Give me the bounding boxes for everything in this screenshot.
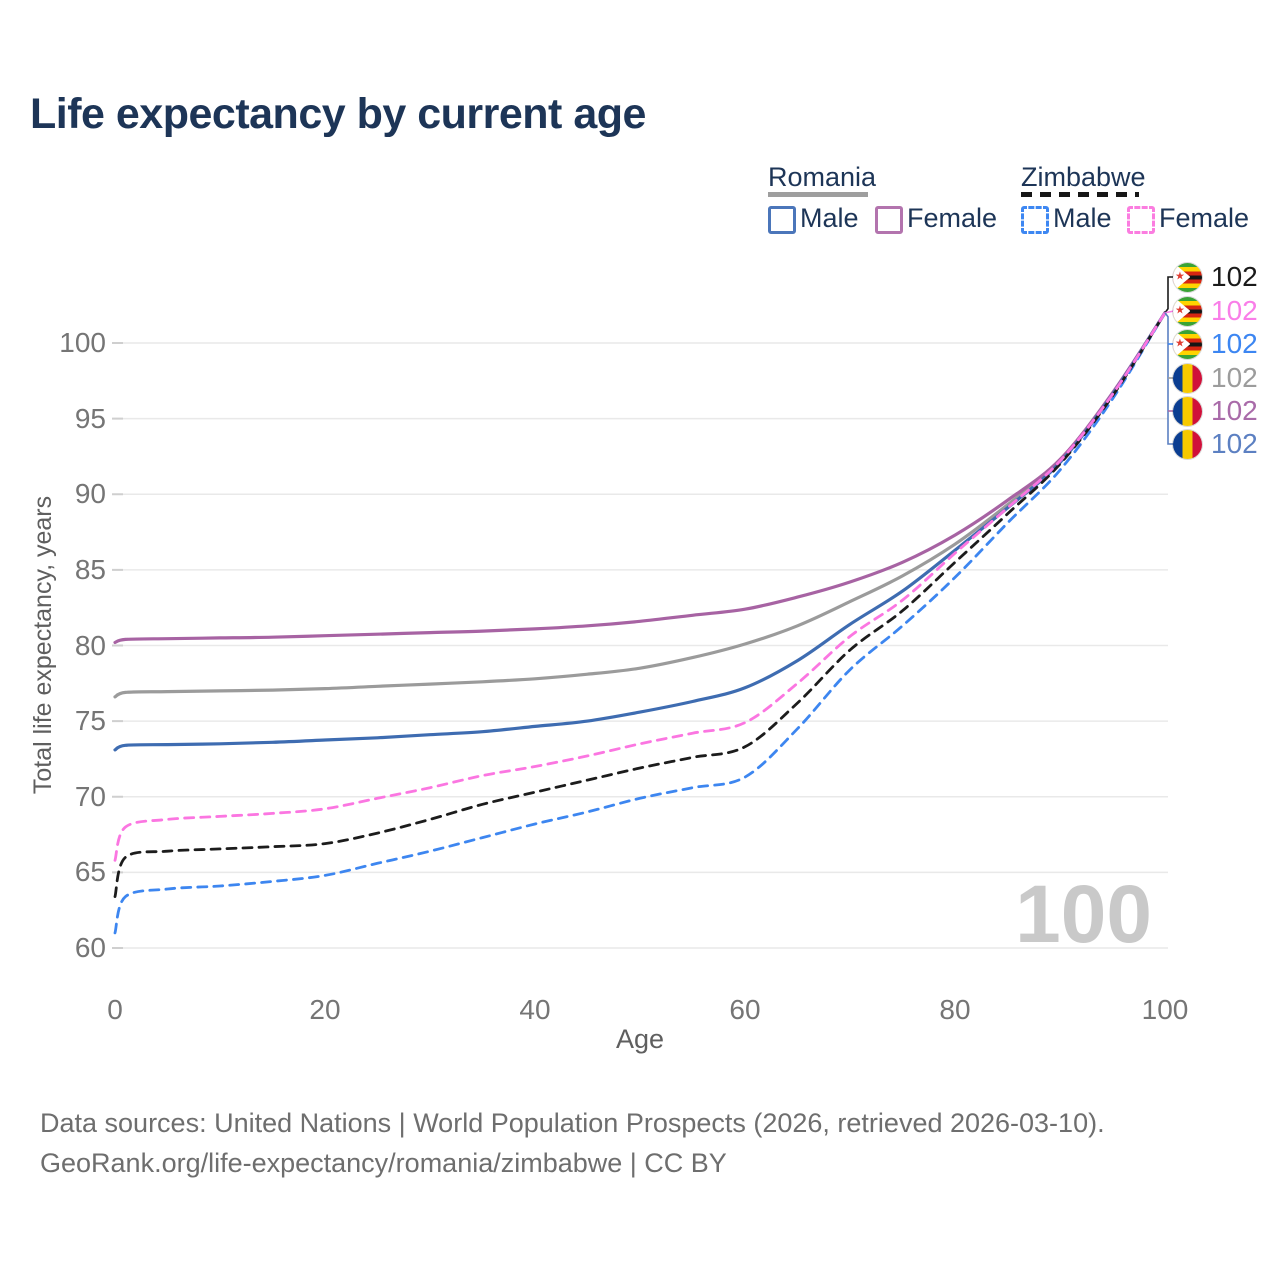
x-tick-label-80: 80: [939, 994, 971, 1025]
y-tick-label-80: 80: [74, 629, 106, 661]
attribution-note: GeoRank.org/life-expectancy/romania/zimb…: [40, 1148, 727, 1178]
end-label-zimbabwe-total: 102: [1173, 261, 1258, 293]
x-tick-label-0: 0: [107, 994, 123, 1025]
romania-flag-icon: [1173, 363, 1202, 393]
legend-label-zimbabwe-male[interactable]: Male: [1053, 203, 1112, 233]
legend-group-title-zimbabwe: Zimbabwe: [1021, 162, 1146, 192]
legend-swatch-romania-female[interactable]: [875, 206, 903, 234]
end-label-romania-female: 102: [1173, 395, 1258, 427]
zimbabwe-flag-icon: [1173, 329, 1202, 359]
y-axis-title: Total life expectancy, years: [29, 495, 57, 795]
end-value-zimbabwe-female: 102: [1211, 295, 1258, 326]
x-tick-label-60: 60: [729, 994, 761, 1025]
legend-swatch-romania-male[interactable]: [768, 206, 796, 234]
end-value-romania-male: 102: [1211, 428, 1258, 459]
end-label-romania-total: 102: [1173, 362, 1258, 394]
legend-swatch-zimbabwe-male[interactable]: [1021, 206, 1049, 234]
y-tick-label-75: 75: [74, 705, 106, 737]
x-tick-label-100: 100: [1141, 994, 1189, 1025]
y-tick-label-85: 85: [74, 553, 106, 585]
zimbabwe-flag-icon: [1173, 296, 1202, 326]
end-label-zimbabwe-female: 102: [1173, 295, 1258, 327]
end-label-romania-male: 102: [1173, 428, 1258, 460]
x-tick-label-20: 20: [309, 994, 341, 1025]
y-tick-label-60: 60: [74, 932, 106, 963]
legend-label-romania-female[interactable]: Female: [907, 203, 998, 233]
y-tick-label-100: 100: [59, 327, 106, 358]
end-value-romania-total: 102: [1211, 362, 1258, 393]
leader-line-zimbabwe-total: [1164, 276, 1174, 314]
y-tick-label-90: 90: [74, 478, 106, 510]
series-line-zimbabwe-total[interactable]: [113, 311, 1167, 898]
y-tick-label-70: 70: [74, 780, 106, 812]
series-line-romania-total[interactable]: [113, 311, 1167, 699]
legend-label-romania-male[interactable]: Male: [800, 203, 859, 233]
legend-underline-zimbabwe: [1021, 192, 1139, 197]
legend-underline-romania: [768, 192, 868, 197]
x-axis-title: Age: [615, 1024, 665, 1054]
series-line-romania-female[interactable]: [113, 311, 1167, 645]
legend-swatch-zimbabwe-female[interactable]: [1127, 206, 1155, 234]
romania-flag-icon: [1173, 429, 1202, 459]
zimbabwe-flag-icon: [1173, 262, 1202, 292]
end-value-zimbabwe-total: 102: [1211, 261, 1258, 292]
leader-line-romania-male: [1164, 312, 1174, 445]
end-value-zimbabwe-male: 102: [1211, 328, 1258, 359]
page-title: Life expectancy by current age: [30, 90, 646, 138]
end-label-zimbabwe-male: 102: [1173, 328, 1258, 360]
legend-label-zimbabwe-female[interactable]: Female: [1159, 203, 1250, 233]
series-line-zimbabwe-female[interactable]: [113, 311, 1167, 862]
x-tick-label-40: 40: [519, 994, 551, 1025]
y-tick-label-95: 95: [74, 402, 106, 434]
data-sources-note: Data sources: United Nations | World Pop…: [40, 1108, 1105, 1138]
romania-flag-icon: [1173, 396, 1202, 426]
age-counter-watermark: 100: [1015, 869, 1152, 960]
series-line-zimbabwe-male[interactable]: [113, 311, 1167, 935]
y-tick-label-65: 65: [74, 856, 106, 888]
legend-group-title-romania: Romania: [768, 162, 877, 192]
series-line-romania-male[interactable]: [113, 311, 1167, 752]
end-value-romania-female: 102: [1211, 395, 1258, 426]
